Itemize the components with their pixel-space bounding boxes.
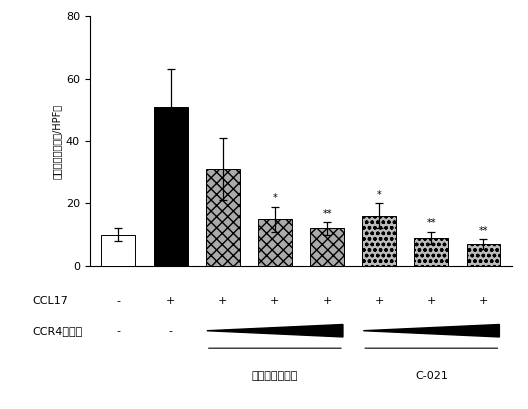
Text: +: + [218, 296, 228, 306]
Text: +: + [479, 296, 488, 306]
Text: -: - [168, 326, 173, 336]
Bar [258, 219, 292, 266]
Text: -: - [117, 326, 120, 336]
Text: +: + [270, 296, 279, 306]
Text: CCR4限害剤: CCR4限害剤 [33, 326, 83, 336]
Polygon shape [207, 324, 343, 337]
Y-axis label: 遊走細胞数（細胞/HPF）: 遊走細胞数（細胞/HPF） [52, 103, 62, 179]
Text: +: + [166, 296, 175, 306]
Text: **: ** [427, 218, 436, 229]
Bar [206, 169, 240, 266]
Text: C-021: C-021 [415, 371, 448, 381]
Text: *: * [377, 190, 382, 200]
Bar [101, 235, 135, 266]
Text: +: + [374, 296, 384, 306]
Text: -: - [117, 296, 120, 306]
Bar [362, 216, 396, 266]
Bar [467, 244, 501, 266]
Text: **: ** [479, 226, 488, 236]
Text: +: + [427, 296, 436, 306]
Bar [414, 238, 448, 266]
Text: **: ** [322, 209, 332, 219]
Polygon shape [363, 324, 499, 337]
Text: モガムリズマブ: モガムリズマブ [252, 371, 298, 381]
Bar [154, 107, 187, 266]
Text: +: + [323, 296, 332, 306]
Text: CCL17: CCL17 [33, 296, 69, 306]
Text: *: * [272, 193, 277, 204]
Bar [310, 229, 344, 266]
